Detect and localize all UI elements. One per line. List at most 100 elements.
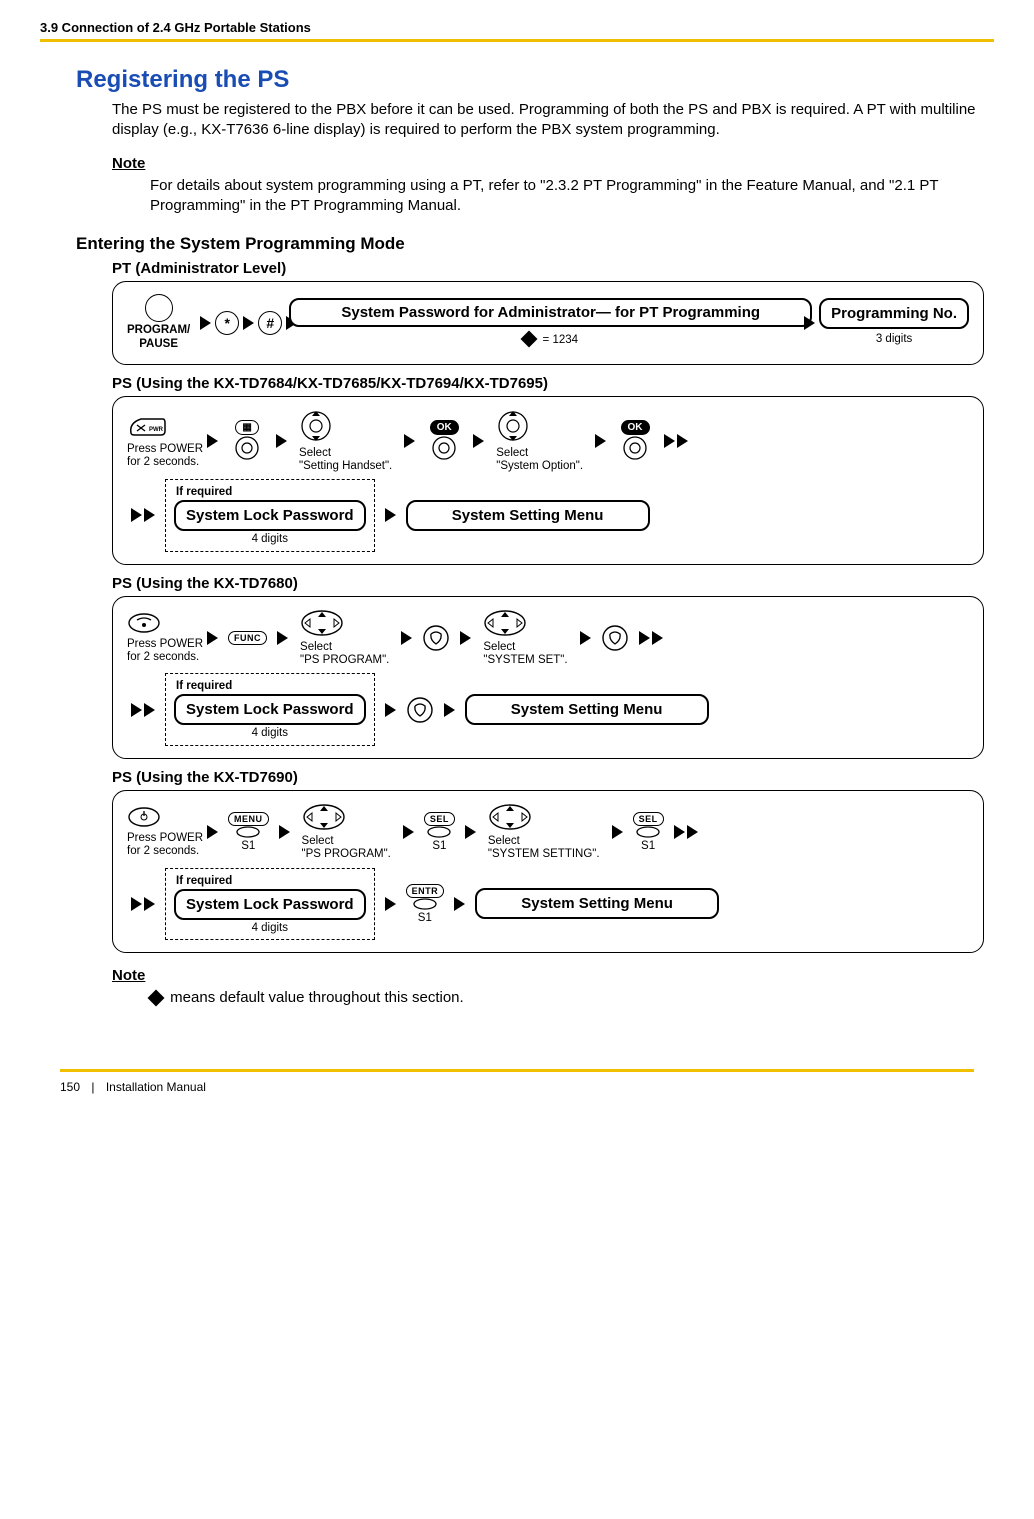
nav-wheel-icon [618,435,652,461]
lock-digits-label: 4 digits [252,922,288,936]
arrow-icon [144,508,155,522]
note-heading-2: Note [112,967,994,984]
arrow-icon [385,703,396,717]
arrow-icon [131,508,142,522]
system-setting-menu-box: System Setting Menu [465,694,709,725]
ps2-flow: Press POWER for 2 seconds. FUNC Select "… [112,596,984,759]
menu-key-icon: ▦ [235,420,258,435]
if-required-group: If required System Lock Password 4 digit… [165,479,375,552]
power-label: Press POWER for 2 seconds. [127,638,203,664]
ps3-flow: Press POWER for 2 seconds. MENU S1 Selec… [112,790,984,953]
note2-body: means default value throughout this sect… [166,989,464,1006]
nav-wheel-icon [496,409,530,443]
dpad-icon [300,609,344,637]
ps1-flow: PWR Press POWER for 2 seconds. ▦ Select … [112,396,984,565]
lock-digits-label: 4 digits [252,727,288,741]
arrow-icon [401,631,412,645]
power-label: Press POWER for 2 seconds. [127,832,203,858]
system-setting-menu-box: System Setting Menu [475,888,719,919]
softkey-icon [426,826,452,838]
call-key-icon [422,624,450,652]
arrow-icon [200,316,211,330]
arrow-icon [804,316,815,330]
dpad-icon [483,609,527,637]
arrow-icon [460,631,471,645]
pt-title: PT (Administrator Level) [112,260,994,277]
call-key-icon [406,696,434,724]
arrow-icon [687,825,698,839]
menu-softkey-icon: MENU [228,812,269,826]
program-pause-icon [145,294,173,322]
s1-label: S1 [641,840,655,852]
sel-softkey-icon: SEL [633,812,664,826]
arrow-icon [131,703,142,717]
arrow-icon [403,825,414,839]
system-lock-password-box: System Lock Password [174,889,366,920]
arrow-icon [465,825,476,839]
arrow-icon [131,897,142,911]
dpad-icon [302,803,346,831]
entr-softkey-icon: ENTR [406,884,445,898]
arrow-icon [385,508,396,522]
s1-label: S1 [432,840,446,852]
default-value-label: = 1234 [543,334,579,346]
arrow-icon [279,825,290,839]
arrow-icon [639,631,650,645]
star-key-icon: * [215,311,239,335]
diamond-icon [521,330,538,347]
call-key-icon [601,624,629,652]
if-required-group: If required System Lock Password 4 digit… [165,868,375,941]
note-heading-1: Note [112,155,994,172]
select-ps-program-label: Select "PS PROGRAM". [302,835,391,861]
ps3-title: PS (Using the KX-TD7690) [112,769,994,786]
power-icon [127,612,161,634]
softkey-icon [635,826,661,838]
arrow-icon [677,434,688,448]
diamond-icon [148,990,165,1007]
pt-flow: PROGRAM/ PAUSE * # System Password for A… [112,281,984,365]
programming-no-box: Programming No. [819,298,969,329]
select-ps-program-label: Select "PS PROGRAM". [300,641,389,667]
note-text-2: means default value throughout this sect… [150,988,984,1008]
hash-key-icon: # [258,311,282,335]
dpad-icon [488,803,532,831]
programming-no-digits: 3 digits [876,333,912,347]
arrow-icon [144,897,155,911]
nav-wheel-icon [230,435,264,461]
arrow-icon [674,825,685,839]
ok-key-icon: OK [621,420,650,435]
ok-key-icon: OK [430,420,459,435]
note-text-1: For details about system programming usi… [150,176,984,217]
arrow-icon [144,703,155,717]
arrow-icon [664,434,675,448]
arrow-icon [595,434,606,448]
s1-label: S1 [418,912,432,924]
section-header: 3.9 Connection of 2.4 GHz Portable Stati… [40,20,994,42]
ps2-title: PS (Using the KX-TD7680) [112,575,994,592]
arrow-icon [207,631,218,645]
power-label: Press POWER for 2 seconds. [127,443,203,469]
if-required-label: If required [176,680,232,692]
if-required-label: If required [176,875,232,887]
arrow-icon [580,631,591,645]
select-system-set-label: Select "SYSTEM SET". [483,641,567,667]
admin-password-box: System Password for Administrator— for P… [289,298,812,327]
arrow-icon [207,434,218,448]
power-icon [127,806,161,828]
s1-label: S1 [241,840,255,852]
arrow-icon [473,434,484,448]
select-system-option-label: Select "System Option". [496,447,583,473]
lock-digits-label: 4 digits [252,533,288,547]
arrow-icon [454,897,465,911]
power-icon: PWR [127,413,167,439]
svg-text:PWR: PWR [149,427,164,433]
system-lock-password-box: System Lock Password [174,500,366,531]
if-required-label: If required [176,486,232,498]
arrow-icon [276,434,287,448]
system-lock-password-box: System Lock Password [174,694,366,725]
arrow-icon [444,703,455,717]
manual-label: Installation Manual [106,1080,206,1094]
arrow-icon [277,631,288,645]
program-pause-label: PROGRAM/ PAUSE [127,324,190,352]
select-handset-label: Select "Setting Handset". [299,447,392,473]
